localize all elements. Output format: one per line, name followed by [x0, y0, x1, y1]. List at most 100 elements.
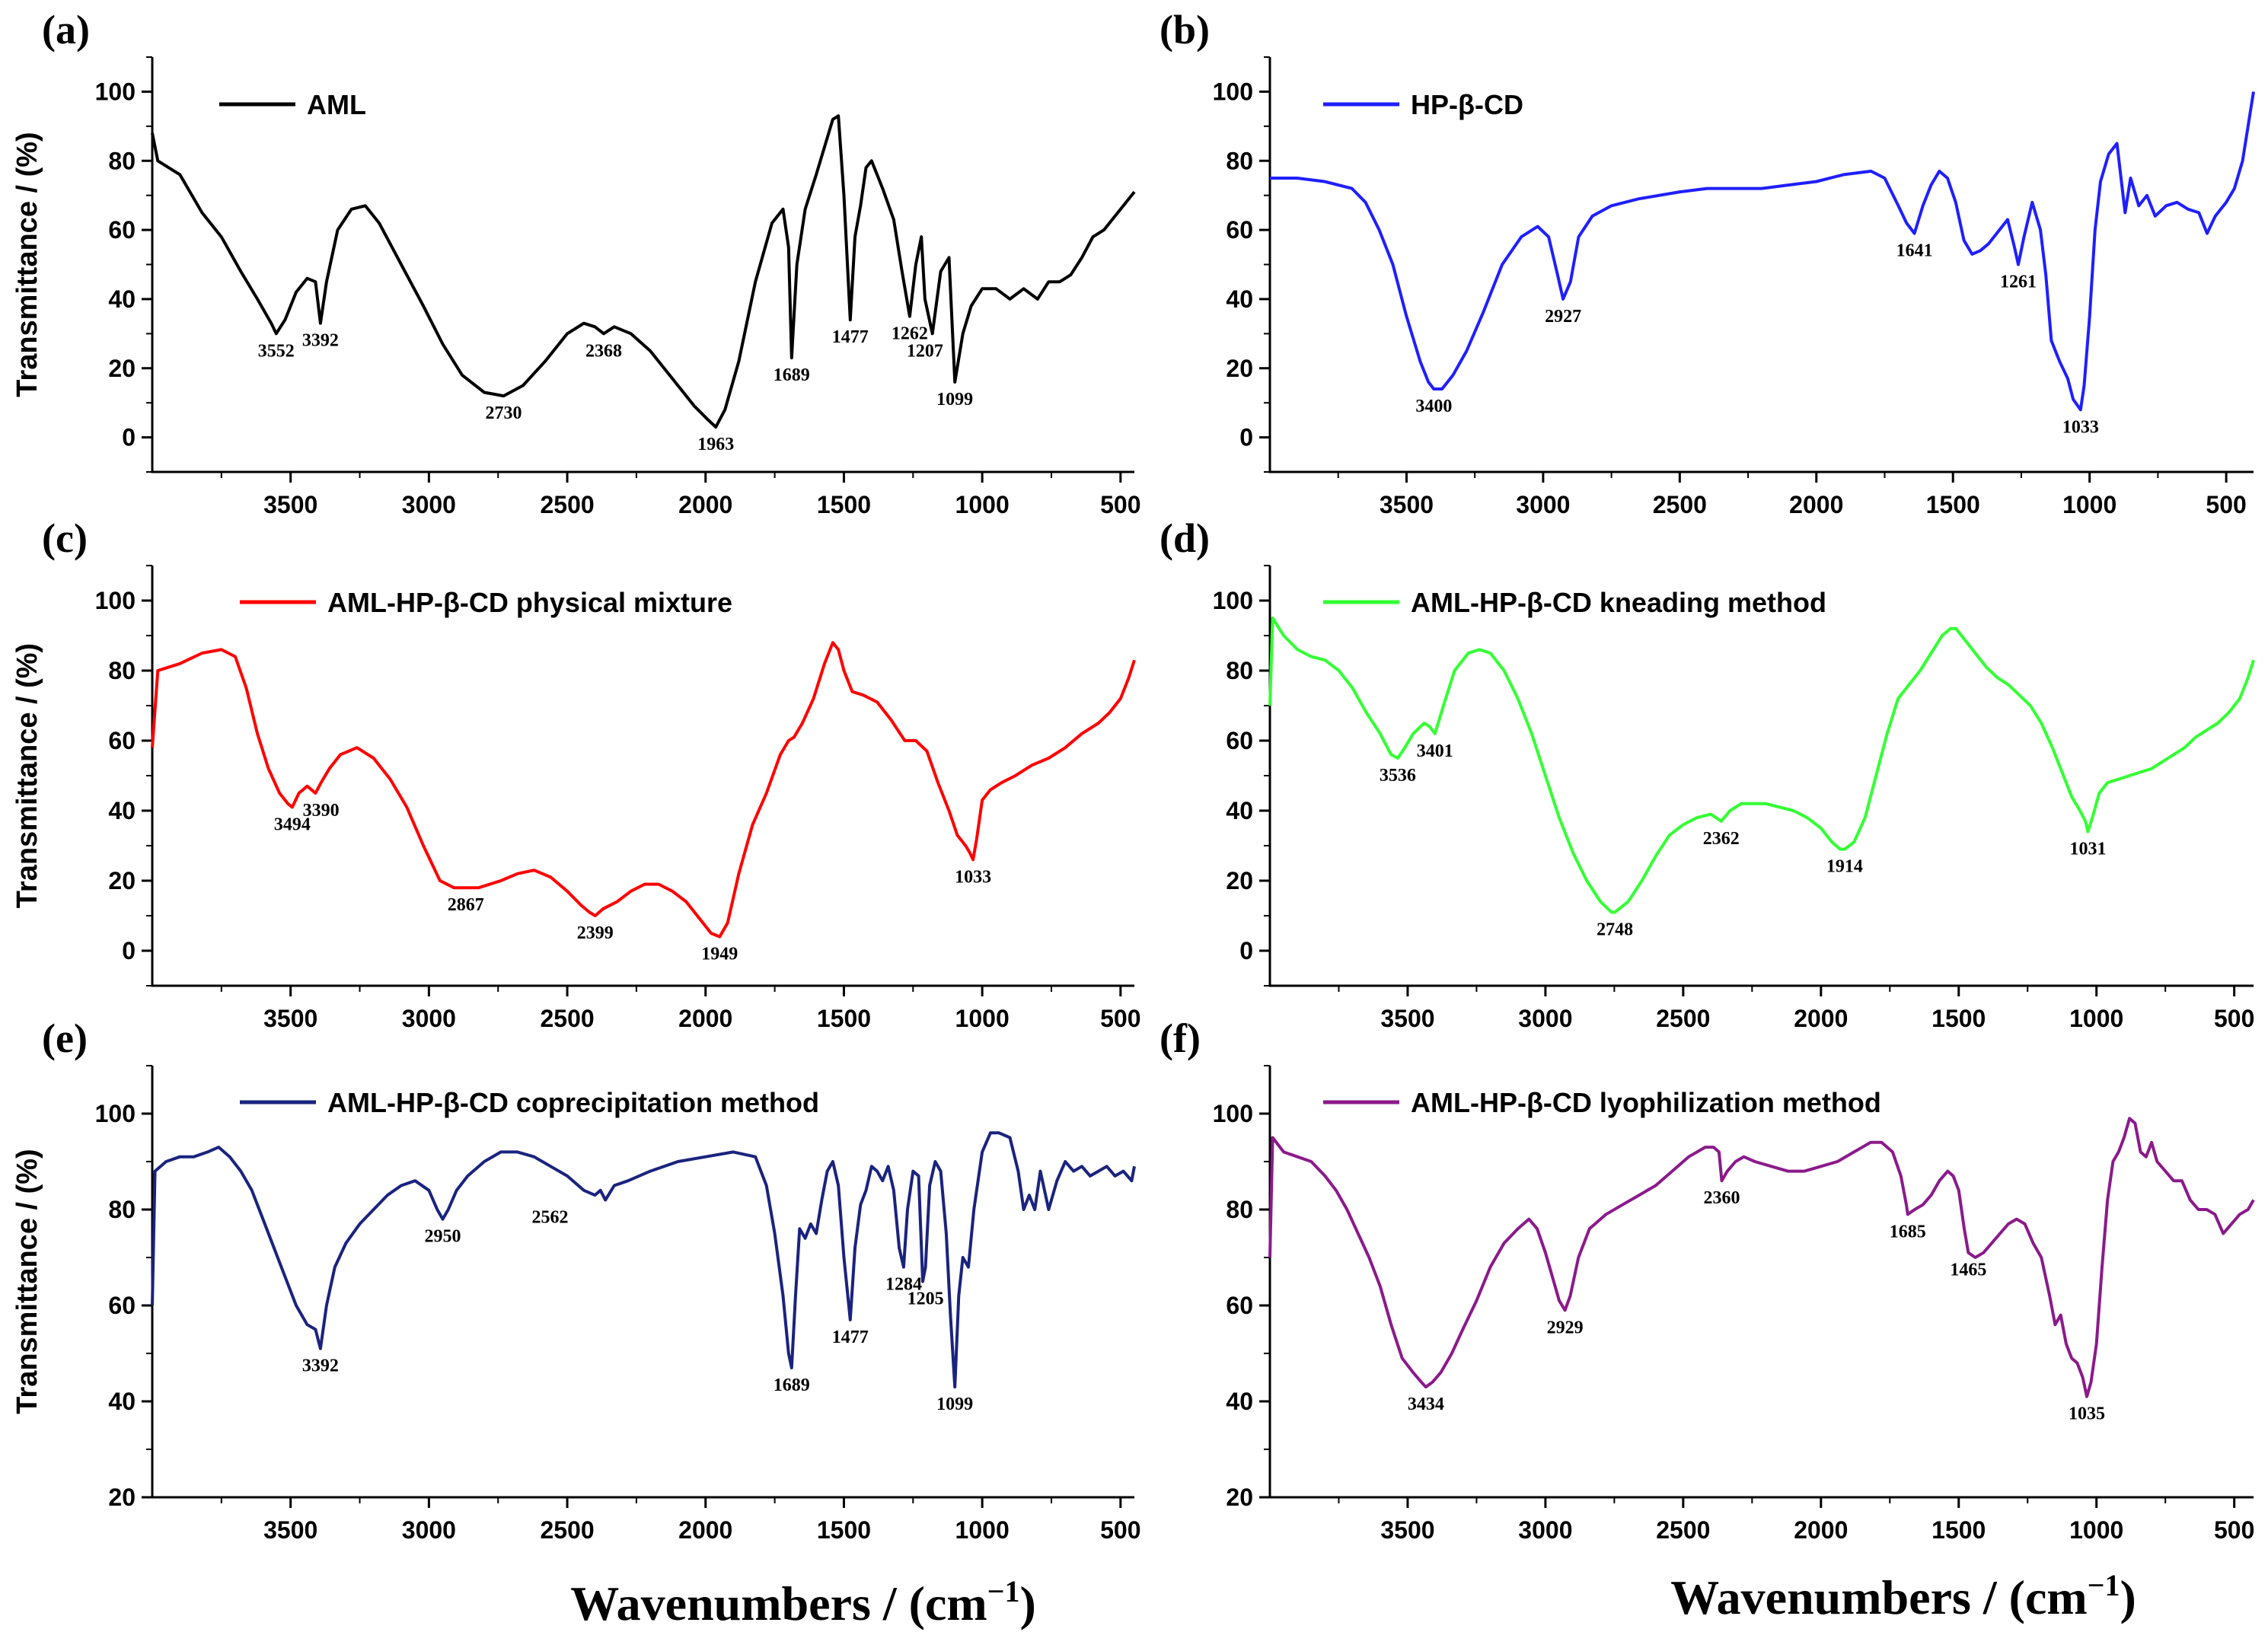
y-tick-label-b: 100 — [1213, 78, 1253, 105]
peak-label-f: 3434 — [1408, 1395, 1444, 1414]
y-tick-label-e: 80 — [108, 1196, 136, 1223]
y-axis-title-e: Transmittance / (%) — [11, 1149, 43, 1414]
y-tick-label-b: 20 — [1226, 355, 1253, 382]
peak-label-c: 3494 — [274, 814, 311, 834]
x-tick-label-e: 1000 — [955, 1516, 1010, 1544]
x-tick-label-f: 2000 — [1794, 1516, 1848, 1544]
x-tick-label-b: 1000 — [2062, 491, 2116, 518]
y-tick-label-a: 40 — [108, 285, 136, 313]
axes-a — [151, 57, 1134, 473]
x-tick-label-c: 3500 — [263, 1005, 317, 1032]
chart-panel-e: 20 40 60 80 100 3500 3000 2500 2000 1500 1000 500 33… — [11, 1015, 1141, 1544]
peak-label-a: 1689 — [774, 365, 810, 385]
peak-label-a: 1262 — [892, 324, 928, 344]
x-tick-label-f: 3000 — [1518, 1516, 1572, 1544]
y-tick-label-d: 60 — [1226, 727, 1253, 754]
x-tick-label-a: 3500 — [263, 491, 317, 518]
peak-label-c: 3390 — [303, 801, 340, 821]
x-tick-label-a: 1500 — [817, 491, 871, 518]
legend-label-e: AML-HP-β-CD coprecipitation method — [327, 1087, 819, 1118]
spectrum-line-f — [1268, 1117, 2255, 1398]
y-tick-label-c: 80 — [108, 657, 136, 684]
spectrum-line-a — [151, 114, 1136, 429]
legend-label-d: AML-HP-β-CD kneading method — [1411, 587, 1826, 618]
peak-label-e: 1205 — [908, 1289, 944, 1309]
y-axis-title-a: Transmittance / (%) — [11, 132, 43, 397]
y-tick-label-d: 100 — [1213, 587, 1253, 614]
peak-label-b: 1033 — [2062, 417, 2099, 437]
peak-label-f: 2360 — [1704, 1188, 1740, 1208]
chart-panel-c: 0 20 40 60 80 100 3500 3000 2500 2000 1500 1000 500 3… — [11, 515, 1141, 1032]
peak-label-a: 1477 — [832, 327, 869, 347]
chart-panel-a: 0 20 40 60 80 100 3500 3000 2500 2000 1500 1000 500 3… — [11, 7, 1141, 518]
panel-label-d: (d) — [1160, 515, 1210, 561]
x-tick-label-a: 2500 — [540, 491, 594, 518]
y-tick-label-e: 40 — [108, 1388, 136, 1415]
y-tick-label-c: 40 — [108, 797, 136, 824]
x-tick-label-f: 1500 — [1931, 1516, 1986, 1544]
x-tick-label-d: 3000 — [1518, 1005, 1572, 1032]
x-tick-label-e: 3000 — [402, 1516, 456, 1544]
spectrum-line-d — [1268, 617, 2255, 914]
peak-label-b: 1261 — [2000, 273, 2037, 292]
x-tick-label-b: 3500 — [1380, 491, 1434, 518]
y-tick-label-b: 80 — [1226, 147, 1253, 174]
y-tick-label-b: 60 — [1226, 216, 1253, 244]
peak-label-f: 2929 — [1547, 1318, 1584, 1337]
x-tick-label-d: 2500 — [1656, 1005, 1710, 1032]
peak-label-e: 3392 — [302, 1356, 339, 1376]
x-tick-label-d: 1500 — [1931, 1005, 1986, 1032]
peak-label-e: 1477 — [832, 1328, 869, 1347]
x-tick-label-e: 2500 — [540, 1516, 594, 1544]
legend-label-a: AML — [307, 89, 366, 120]
y-tick-label-e: 20 — [108, 1484, 136, 1511]
x-tick-label-b: 3000 — [1516, 491, 1570, 518]
peak-label-e: 1284 — [885, 1275, 922, 1295]
axes-f — [1268, 1066, 2254, 1499]
y-tick-label-d: 40 — [1226, 797, 1253, 824]
peak-label-e: 2950 — [425, 1227, 461, 1247]
x-tick-label-b: 2000 — [1789, 491, 1843, 518]
spectrum-line-e — [151, 1131, 1136, 1389]
peak-label-c: 2867 — [448, 895, 484, 915]
peak-label-b: 1641 — [1896, 241, 1933, 261]
x-tick-label-c: 1000 — [955, 1005, 1010, 1032]
y-tick-label-c: 20 — [108, 867, 136, 894]
x-tick-label-a: 2000 — [678, 491, 732, 518]
x-tick-label-e: 2000 — [678, 1516, 732, 1544]
y-tick-label-c: 0 — [122, 937, 136, 964]
x-tick-label-e: 1500 — [817, 1516, 871, 1544]
y-tick-label-f: 100 — [1213, 1100, 1253, 1127]
chart-panel-b: 0 20 40 60 80 100 3500 3000 2500 2000 1500 1000 500 3… — [1160, 7, 2255, 518]
peak-label-a: 3392 — [302, 331, 339, 351]
panel-label-c: (c) — [42, 515, 88, 561]
peak-label-e: 1689 — [774, 1375, 810, 1395]
peak-label-b: 3400 — [1415, 397, 1452, 416]
x-tick-label-f: 3500 — [1380, 1516, 1434, 1544]
x-axis-title-left: Wavenumbers / (cm−1) — [570, 1574, 1036, 1630]
axes-e — [151, 1066, 1134, 1499]
y-tick-label-e: 60 — [108, 1292, 136, 1319]
peak-label-a: 1099 — [936, 390, 973, 410]
x-tick-label-d: 2000 — [1794, 1005, 1848, 1032]
y-tick-label-a: 100 — [95, 78, 136, 105]
x-tick-label-c: 2500 — [540, 1005, 594, 1032]
spectrum-line-b — [1270, 91, 2255, 412]
x-tick-label-b: 1500 — [1926, 491, 1980, 518]
y-tick-label-c: 60 — [108, 727, 136, 754]
peak-label-a: 2730 — [485, 403, 522, 423]
y-tick-label-b: 40 — [1226, 285, 1253, 313]
peak-label-c: 2399 — [577, 923, 614, 943]
x-tick-label-d: 3500 — [1380, 1005, 1434, 1032]
x-tick-label-c: 3000 — [402, 1005, 456, 1032]
peak-label-d: 2748 — [1597, 920, 1633, 939]
spectrum-line-c — [151, 641, 1136, 939]
x-tick-label-c: 1500 — [817, 1005, 871, 1032]
x-tick-label-b: 2500 — [1653, 491, 1707, 518]
x-tick-label-a: 1000 — [955, 491, 1010, 518]
legend-label-b: HP-β-CD — [1411, 89, 1523, 120]
peak-label-f: 1035 — [2069, 1404, 2105, 1424]
y-tick-label-f: 40 — [1226, 1388, 1253, 1415]
y-tick-label-c: 100 — [95, 587, 136, 614]
